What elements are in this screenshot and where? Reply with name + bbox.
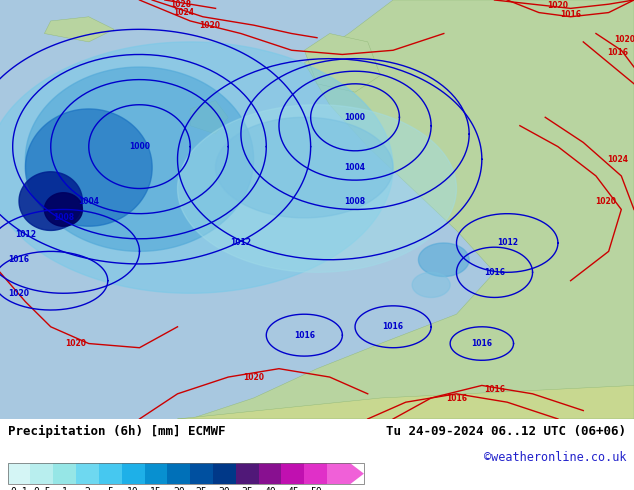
Text: 1: 1	[61, 487, 68, 490]
Text: 1000: 1000	[129, 142, 150, 151]
Text: 1024: 1024	[173, 8, 195, 17]
Polygon shape	[190, 100, 228, 134]
Polygon shape	[304, 33, 380, 92]
Text: 1000: 1000	[344, 113, 366, 122]
Text: 2: 2	[84, 487, 91, 490]
Bar	[304, 463, 327, 484]
Text: Precipitation (6h) [mm] ECMWF: Precipitation (6h) [mm] ECMWF	[8, 425, 225, 438]
Text: 0.5: 0.5	[33, 487, 51, 490]
Text: 1008: 1008	[53, 213, 74, 222]
Bar	[190, 463, 213, 484]
Polygon shape	[44, 17, 114, 42]
Text: 1028: 1028	[170, 0, 191, 9]
Text: 1016: 1016	[484, 385, 505, 394]
Bar	[53, 463, 76, 484]
Text: 5: 5	[107, 487, 113, 490]
Bar	[281, 463, 304, 484]
Text: 30: 30	[219, 487, 230, 490]
Polygon shape	[178, 0, 634, 419]
Polygon shape	[0, 42, 393, 293]
Bar	[236, 463, 259, 484]
Bar	[8, 463, 30, 484]
Polygon shape	[44, 193, 82, 226]
Text: 1004: 1004	[344, 163, 366, 172]
Text: 1016: 1016	[294, 331, 315, 340]
Text: 35: 35	[242, 487, 253, 490]
Text: 50: 50	[310, 487, 321, 490]
Text: 1008: 1008	[344, 196, 366, 206]
Text: 25: 25	[196, 487, 207, 490]
Text: 1016: 1016	[8, 255, 30, 264]
Bar	[167, 463, 190, 484]
Text: 1020: 1020	[614, 35, 634, 44]
Text: 1020: 1020	[8, 289, 30, 298]
Text: 1024: 1024	[607, 155, 629, 164]
Text: 1012: 1012	[15, 230, 36, 239]
Text: 1016: 1016	[471, 339, 493, 348]
Polygon shape	[25, 109, 152, 226]
Text: 20: 20	[173, 487, 184, 490]
Text: 1020: 1020	[547, 1, 569, 10]
Text: 1020: 1020	[198, 21, 220, 29]
Text: 1016: 1016	[607, 48, 629, 57]
Bar	[30, 463, 53, 484]
Text: Tu 24-09-2024 06..12 UTC (06+06): Tu 24-09-2024 06..12 UTC (06+06)	[386, 425, 626, 438]
Text: 1012: 1012	[230, 239, 252, 247]
Bar	[122, 463, 145, 484]
Text: 1016: 1016	[560, 10, 581, 19]
Polygon shape	[19, 172, 82, 230]
Text: 1020: 1020	[243, 372, 264, 382]
Text: 1020: 1020	[65, 339, 87, 348]
Polygon shape	[216, 117, 393, 218]
Text: 0.1: 0.1	[10, 487, 28, 490]
Text: 1016: 1016	[382, 322, 404, 331]
Polygon shape	[25, 67, 254, 251]
Text: 1020: 1020	[595, 196, 616, 206]
Text: 45: 45	[287, 487, 299, 490]
Polygon shape	[178, 105, 456, 272]
Polygon shape	[178, 386, 634, 419]
Bar	[145, 463, 167, 484]
Bar	[99, 463, 122, 484]
Text: 1012: 1012	[496, 239, 518, 247]
Text: 1004: 1004	[78, 196, 100, 206]
Text: 1016: 1016	[484, 268, 505, 277]
Polygon shape	[418, 243, 469, 276]
Text: ©weatheronline.co.uk: ©weatheronline.co.uk	[484, 451, 626, 464]
Bar	[213, 463, 236, 484]
Bar	[76, 463, 99, 484]
Text: 15: 15	[150, 487, 162, 490]
Bar	[8, 463, 364, 484]
Polygon shape	[412, 272, 450, 297]
Bar	[327, 463, 350, 484]
Bar	[259, 463, 281, 484]
Text: 40: 40	[264, 487, 276, 490]
Polygon shape	[350, 463, 364, 484]
Text: 1016: 1016	[446, 393, 467, 402]
Text: 10: 10	[127, 487, 139, 490]
